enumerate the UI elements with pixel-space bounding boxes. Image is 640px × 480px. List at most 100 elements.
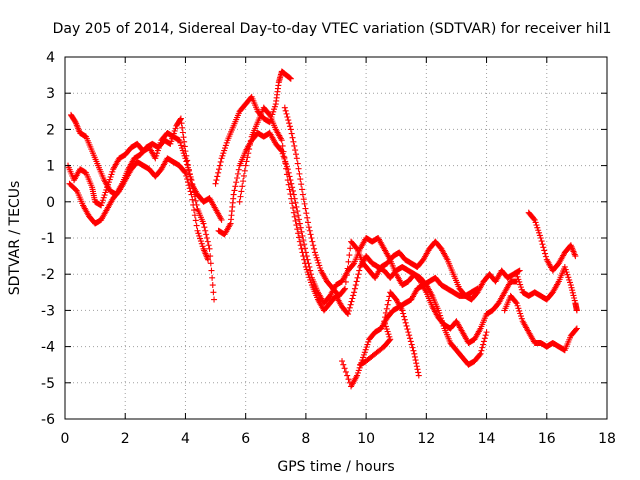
data-point [541, 247, 548, 254]
data-point [311, 249, 318, 256]
y-tick-label: -1 [41, 231, 55, 247]
data-point [480, 338, 487, 345]
data-point [180, 134, 187, 141]
data-point [208, 267, 215, 274]
data-point [220, 150, 227, 157]
data-point [530, 215, 537, 222]
data-point [265, 110, 272, 117]
data-point [349, 295, 356, 302]
chart-title: Day 205 of 2014, Sidereal Day-to-day VTE… [53, 21, 612, 37]
data-point [517, 313, 524, 320]
data-point [406, 332, 413, 339]
data-point [294, 208, 301, 215]
data-point [197, 235, 204, 242]
data-point [382, 320, 389, 327]
data-point [101, 192, 108, 199]
data-point [246, 146, 253, 153]
data-point [170, 130, 177, 137]
data-point [185, 182, 192, 189]
data-point [383, 326, 390, 333]
data-point [401, 316, 408, 323]
data-point [266, 119, 273, 126]
data-point [189, 196, 196, 203]
data-point [281, 154, 288, 161]
data-point [345, 307, 352, 314]
data-point [296, 170, 303, 177]
series-trace-j [525, 209, 579, 274]
y-tick-label: 3 [46, 86, 55, 102]
data-point [306, 227, 313, 234]
x-tick-labels: 0 2 4 6 8 10 12 14 16 18 [61, 431, 616, 447]
data-point [518, 315, 525, 322]
data-point [196, 232, 203, 239]
data-point [346, 304, 353, 311]
data-point [344, 265, 351, 272]
data-point [304, 269, 311, 276]
data-point [290, 209, 297, 216]
data-point [569, 287, 576, 294]
data-point [291, 142, 298, 149]
data-point [355, 367, 362, 374]
data-point [289, 205, 296, 212]
data-point [339, 358, 346, 365]
data-point [178, 142, 185, 149]
data-point [190, 201, 197, 208]
data-point [241, 167, 248, 174]
data-point [564, 271, 571, 278]
data-point [287, 75, 294, 82]
data-point [286, 123, 293, 130]
data-point [203, 231, 210, 238]
data-point [298, 245, 305, 252]
data-point [181, 143, 188, 150]
data-point [565, 274, 572, 281]
x-tick-label: 8 [301, 431, 310, 447]
data-point [537, 235, 544, 241]
data-point [316, 262, 323, 269]
data-point [516, 278, 523, 285]
data-point [177, 139, 184, 146]
data-point [295, 165, 302, 172]
data-point [206, 245, 213, 252]
data-point [210, 289, 217, 296]
data-point [533, 222, 540, 229]
data-point [415, 369, 422, 376]
data-point [381, 318, 388, 325]
data-point [184, 157, 191, 164]
data-point [198, 240, 205, 247]
data-point [411, 353, 418, 360]
data-point [218, 155, 225, 162]
data-point [414, 366, 421, 373]
data-point [304, 214, 311, 221]
data-point [178, 120, 185, 127]
data-point [197, 238, 204, 245]
data-point [568, 284, 575, 291]
y-tick-label: 2 [46, 122, 55, 138]
data-point [534, 224, 541, 231]
data-point [205, 256, 212, 263]
data-point [311, 245, 318, 252]
data-point [350, 292, 357, 299]
data-point [297, 176, 304, 183]
data-point [200, 220, 207, 227]
data-point [191, 207, 198, 214]
data-point [573, 307, 580, 314]
data-point [346, 252, 353, 259]
data-point [279, 142, 286, 149]
data-point [288, 195, 295, 202]
data-point [315, 259, 322, 266]
data-point [572, 253, 579, 260]
data-point [313, 254, 320, 261]
data-point [539, 241, 546, 248]
data-point [99, 197, 106, 204]
data-point [289, 200, 296, 207]
x-axis-label: GPS time / hours [277, 459, 394, 475]
y-axis-label: SDTVAR / TECUs [7, 181, 23, 296]
data-point [233, 179, 240, 186]
data-point [536, 232, 543, 239]
data-point [278, 137, 285, 144]
data-marks [65, 68, 580, 390]
data-point [385, 331, 392, 338]
data-point [192, 197, 199, 204]
data-point [573, 325, 580, 332]
data-point [399, 307, 406, 314]
